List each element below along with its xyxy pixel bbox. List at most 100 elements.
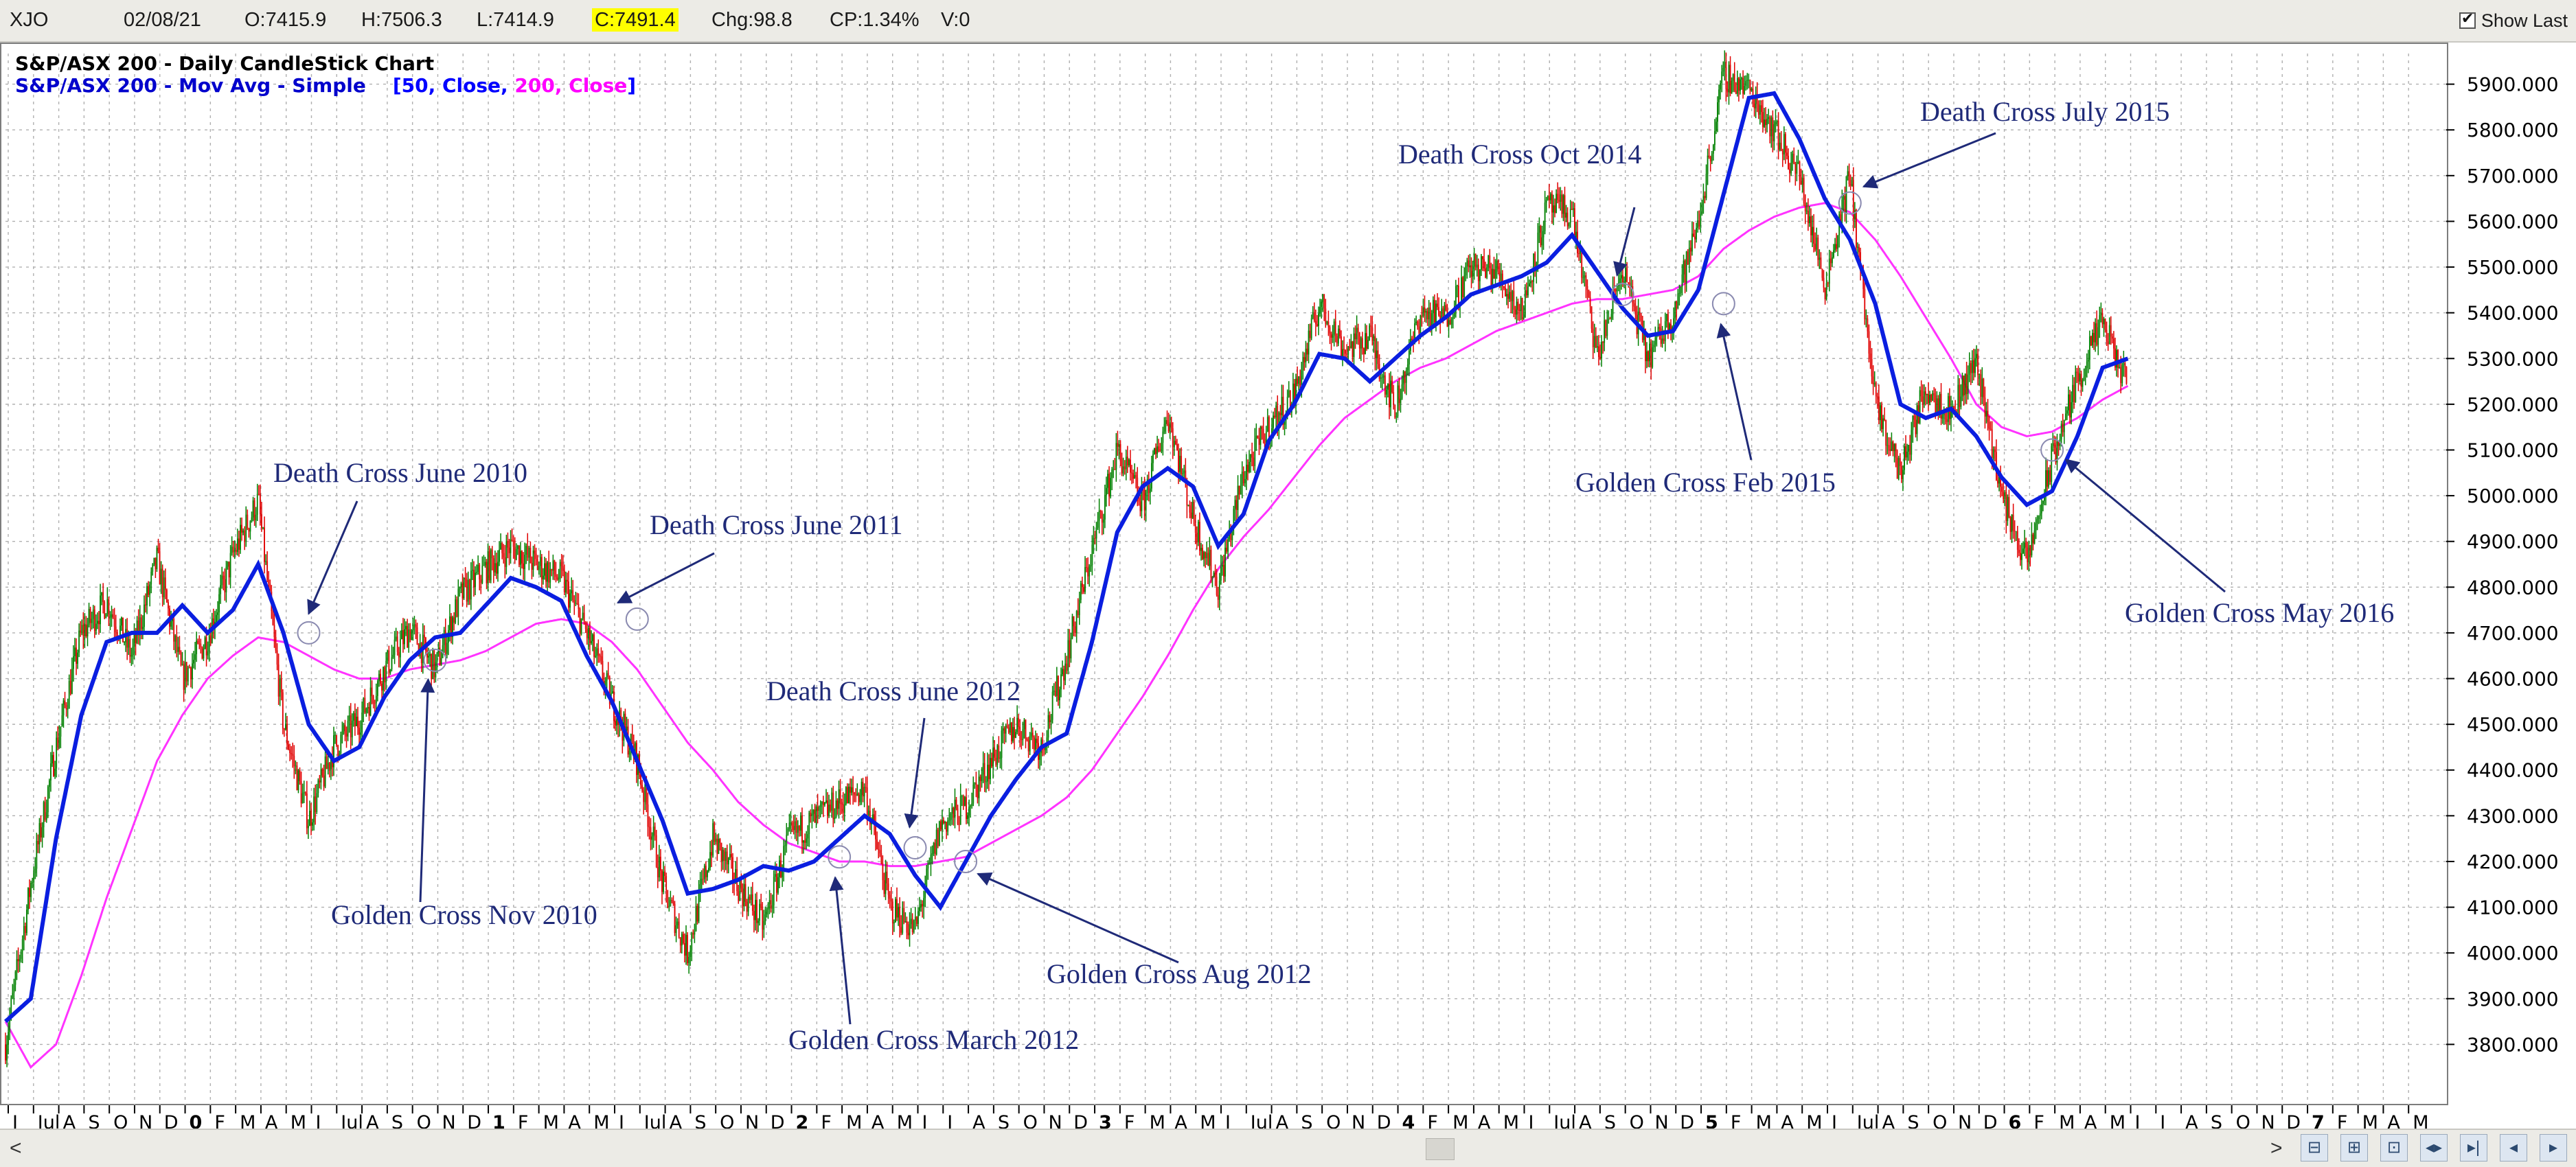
- candle-body: [400, 630, 402, 640]
- candle-body: [1363, 348, 1365, 354]
- zoom-in-icon[interactable]: ⊞: [2340, 1134, 2368, 1162]
- candle-body: [1346, 354, 1348, 355]
- candle-body: [1122, 466, 1124, 474]
- candle-body: [576, 603, 578, 604]
- candle-body: [300, 781, 302, 804]
- step-back-icon[interactable]: ◂: [2500, 1134, 2527, 1162]
- candle-body: [1083, 587, 1084, 592]
- x-tick-label: A: [1579, 1112, 1592, 1129]
- candle-body: [1106, 487, 1107, 495]
- candle-body: [753, 911, 755, 921]
- zoom-out-icon[interactable]: ⊟: [2301, 1134, 2328, 1162]
- candle-body: [1821, 268, 1823, 278]
- ma50-legend: [50, Close,: [392, 74, 515, 97]
- candle-body: [2044, 496, 2045, 501]
- candle-body: [1298, 376, 1300, 384]
- candle-body: [468, 579, 470, 600]
- candle-body: [1056, 675, 1058, 696]
- candle-body: [1246, 464, 1247, 479]
- candle-body: [1920, 390, 1922, 397]
- reset-zoom-icon[interactable]: ⊡: [2380, 1134, 2408, 1162]
- candle-body: [978, 776, 980, 798]
- candle-body: [176, 635, 178, 652]
- candle-body: [1988, 421, 1990, 429]
- candle-body: [1033, 737, 1035, 750]
- annotation-arrow: [1716, 323, 1753, 461]
- candle-body: [2096, 323, 2098, 345]
- show-last-toggle[interactable]: Show Last: [2459, 8, 2568, 33]
- candle-body: [1544, 203, 1546, 231]
- candle-body: [1169, 422, 1171, 432]
- candle-body: [2066, 410, 2068, 414]
- candle-body: [14, 971, 16, 985]
- candle-body: [288, 744, 289, 750]
- go-end-icon[interactable]: ▸|: [2460, 1134, 2487, 1162]
- candle-body: [832, 792, 834, 820]
- candle-body: [1295, 378, 1297, 404]
- candle-body: [1889, 449, 1891, 451]
- candle-body: [37, 840, 39, 844]
- candle-body: [1991, 429, 1993, 459]
- candle-body: [1976, 354, 1977, 358]
- candle-body: [715, 838, 717, 842]
- scroll-left-icon[interactable]: <: [10, 1137, 22, 1159]
- scroll-right-icon[interactable]: >: [2270, 1137, 2283, 1159]
- candle-body: [2031, 534, 2033, 555]
- candle-body: [843, 804, 845, 813]
- candle-body: [2093, 332, 2095, 343]
- candle-body: [1286, 396, 1288, 413]
- candle-body: [1553, 205, 1554, 213]
- candle-body: [289, 749, 291, 754]
- candle-body: [1694, 236, 1696, 240]
- candle-body: [1555, 194, 1558, 213]
- y-tick-label: 5900.000: [2467, 73, 2559, 96]
- candle-body: [2063, 419, 2065, 432]
- candle-body: [1558, 200, 1560, 202]
- candle-body: [2116, 349, 2117, 368]
- candle-body: [917, 911, 919, 924]
- candle-body: [2042, 500, 2044, 505]
- candle-body: [2029, 545, 2031, 555]
- candle-body: [1093, 538, 1095, 545]
- candle-body: [1221, 564, 1223, 567]
- candle-body: [578, 603, 580, 610]
- annotation-label: Death Cross Oct 2014: [1398, 139, 1641, 170]
- candle-body: [163, 577, 165, 598]
- candle-body: [1678, 292, 1680, 294]
- candle-body: [2090, 336, 2092, 346]
- candle-body: [251, 517, 253, 522]
- chart-area[interactable]: Death Cross June 2010 Death Cross June 20…: [0, 43, 2576, 1129]
- candle-body: [1981, 378, 1983, 397]
- candle-body: [589, 627, 591, 643]
- compress-icon[interactable]: ◂▸: [2420, 1134, 2448, 1162]
- candle-body: [674, 903, 676, 934]
- candle-body: [1919, 390, 1921, 424]
- candle-body: [1277, 405, 1279, 430]
- candle-body: [1214, 573, 1216, 577]
- candle-body: [337, 745, 339, 756]
- scroll-thumb[interactable]: [1426, 1138, 1455, 1160]
- candle-body: [1757, 104, 1759, 115]
- x-tick-label: 6: [2009, 1112, 2022, 1129]
- step-forward-icon[interactable]: ▸: [2540, 1134, 2567, 1162]
- candle-body: [1087, 567, 1089, 577]
- candle-body: [858, 793, 860, 802]
- candle-body: [998, 745, 1000, 759]
- annotation-arrow: [904, 717, 926, 829]
- candle-body: [1696, 227, 1697, 240]
- candle-body: [1211, 577, 1213, 578]
- candle-body: [1770, 117, 1773, 137]
- show-last-checkbox[interactable]: [2459, 10, 2476, 29]
- x-tick-label: S: [1301, 1112, 1312, 1129]
- candle-body: [1608, 319, 1610, 320]
- candle-body: [1148, 478, 1150, 494]
- candle-body: [1029, 735, 1031, 752]
- candle-body: [1354, 333, 1356, 340]
- candle-body: [1569, 209, 1571, 223]
- candle-body: [536, 559, 538, 570]
- candle-body: [1341, 336, 1342, 356]
- candle-body: [657, 867, 659, 878]
- horizontal-scrollbar[interactable]: < > ⊟ ⊞ ⊡ ◂▸ ▸| ◂ ▸: [0, 1129, 2576, 1167]
- candle-body: [376, 681, 378, 696]
